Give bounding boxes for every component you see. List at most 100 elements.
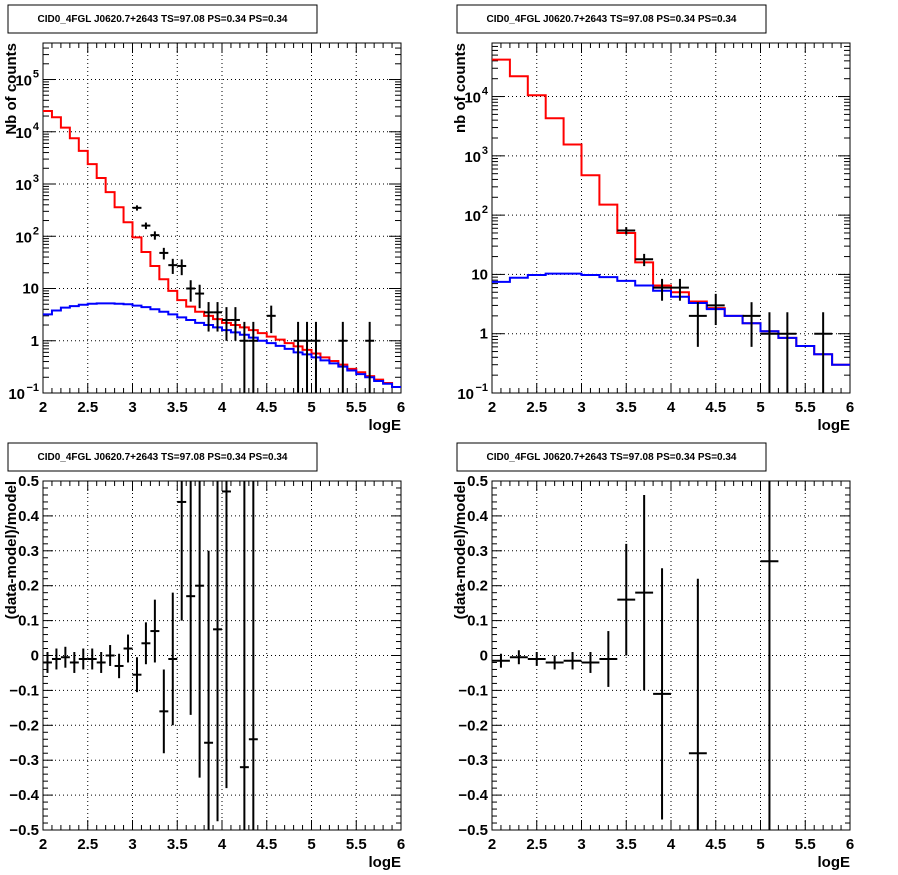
data-point [159, 247, 169, 260]
y-axis-title: (data-model)/model [3, 481, 20, 619]
data-point [230, 307, 240, 341]
data-point [141, 222, 151, 230]
x-tick-label: 4 [667, 836, 676, 853]
y-tick-label: 0.5 [467, 473, 488, 490]
y-tick-label: 1 [480, 326, 488, 343]
y-tick-label-exponent: 5 [33, 69, 39, 81]
x-tick-label: 6 [397, 399, 405, 416]
data-point [617, 543, 636, 656]
x-tick-label: 3.5 [167, 836, 188, 853]
data-point [635, 253, 654, 267]
data-point [635, 494, 654, 691]
y-tick-label: −0.1 [9, 682, 39, 699]
data-point [509, 650, 528, 665]
title-box [7, 4, 318, 34]
chart-title: CID0_4FGL J0620.7+2643 TS=97.08 PS=0.34 … [487, 14, 737, 25]
data-point [266, 305, 276, 334]
y-tick-label: 0.4 [18, 508, 40, 525]
y-tick-label: −0.5 [9, 822, 39, 839]
data-point [311, 321, 321, 393]
y-axis-title: (data-model)/model [452, 481, 469, 619]
data-point [239, 321, 249, 393]
x-tick-label: 3.5 [616, 399, 637, 416]
x-tick-label: 2.5 [526, 836, 547, 853]
data-point [123, 634, 133, 663]
data-point [778, 312, 797, 393]
data-point [87, 648, 97, 670]
data-point [222, 307, 231, 341]
x-tick-label: 2 [488, 399, 496, 416]
data-point [338, 321, 348, 393]
x-tick-label: 6 [846, 836, 854, 853]
data-point [688, 578, 707, 830]
data-point [186, 280, 196, 302]
x-tick-label: 4.5 [705, 836, 726, 853]
y-tick-label: −0.5 [458, 822, 488, 839]
data-layer [43, 109, 401, 393]
data-point [365, 321, 375, 393]
x-tick-label: 5 [307, 399, 315, 416]
y-tick-label: −0.1 [458, 682, 488, 699]
y-tick-label: 0.5 [18, 473, 39, 490]
y-tick-label: 10 [22, 281, 39, 298]
y-axis-title: Nb of counts [3, 43, 20, 135]
x-axis-title: logE [369, 854, 402, 871]
y-tick-label: 0.4 [467, 508, 489, 525]
data-point [186, 481, 196, 715]
data-point [105, 645, 115, 666]
y-tick-label: 0.3 [18, 543, 39, 560]
data-point [150, 599, 160, 663]
model-total-histogram [492, 58, 850, 366]
y-tick-label: −0.4 [458, 787, 488, 804]
x-tick-label: 3 [128, 836, 136, 853]
x-tick-label: 4 [218, 399, 227, 416]
x-tick-label: 2 [39, 836, 47, 853]
data-point [653, 568, 671, 820]
x-tick-label: 5.5 [346, 836, 367, 853]
title-box [456, 4, 767, 34]
x-tick-label: 3 [128, 399, 136, 416]
data-point [141, 622, 151, 665]
data-point [653, 278, 671, 301]
data-point [213, 302, 222, 332]
y-tick-label: −0.2 [9, 717, 39, 734]
data-point [617, 227, 636, 235]
x-tick-label: 5.5 [795, 399, 816, 416]
data-point [132, 205, 142, 211]
y-tick-label-base: 10 [464, 90, 481, 107]
chart-title: CID0_4FGL J0620.7+2643 TS=97.08 PS=0.34 … [487, 452, 737, 463]
data-layer [492, 58, 850, 393]
y-tick-label: 0 [480, 648, 488, 665]
data-point [760, 312, 779, 393]
data-point [814, 312, 833, 393]
data-point [177, 259, 187, 276]
x-tick-label: 5.5 [346, 399, 367, 416]
y-tick-label-exponent: −1 [475, 382, 488, 394]
data-point [545, 655, 564, 670]
y-tick-label: 0.2 [467, 578, 488, 595]
data-point [195, 481, 205, 778]
data-point [706, 293, 725, 326]
data-layer [492, 481, 779, 830]
y-tick-label: 0.1 [467, 613, 488, 630]
y-tick-label: 0 [31, 648, 39, 665]
x-tick-label: 3 [577, 836, 585, 853]
data-point [742, 302, 761, 347]
data-layer [43, 481, 258, 830]
data-point [563, 652, 582, 670]
data-point [599, 631, 618, 687]
x-tick-label: 2.5 [526, 399, 547, 416]
x-tick-label: 2.5 [77, 836, 98, 853]
data-point [132, 657, 142, 693]
data-point [204, 550, 214, 830]
x-axis-title: logE [818, 854, 851, 871]
data-point [492, 653, 510, 668]
panel-bottom-right: 2 2.5 3 3.5 4 4.5 5 5.5 6 −0.5 −0.4 −0.3 −0.2 −0.1 0 0.… [452, 442, 854, 871]
x-tick-label: 4.5 [256, 399, 277, 416]
x-axis-title: logE [818, 417, 851, 434]
x-tick-label: 2.5 [77, 399, 98, 416]
data-point [150, 231, 160, 240]
data-point [527, 652, 546, 666]
